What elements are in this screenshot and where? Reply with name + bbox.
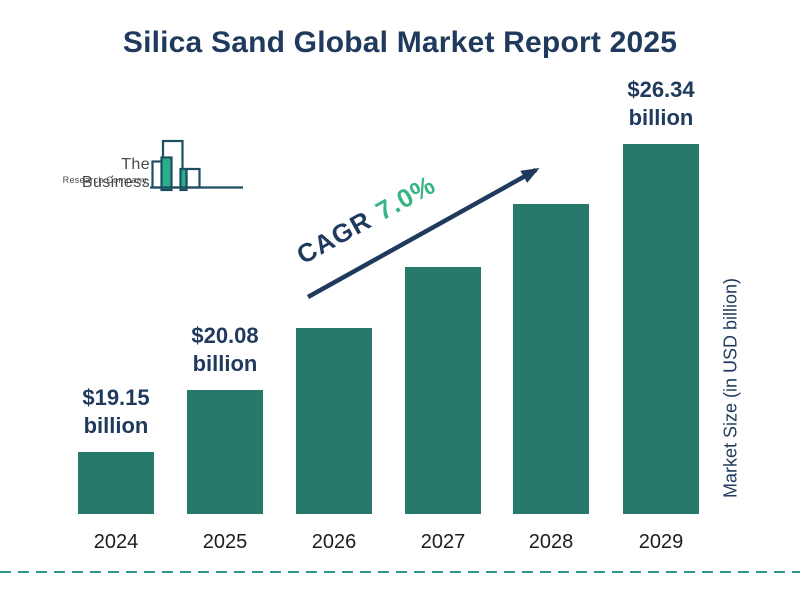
growth-arrow-icon xyxy=(306,168,540,299)
x-tick-2024: 2024 xyxy=(93,531,139,553)
bar-column-2025: $20.08 billion 2025 xyxy=(187,0,263,553)
bar-2029 xyxy=(623,144,699,514)
bar-2026 xyxy=(296,328,372,514)
bar-2025 xyxy=(187,390,263,514)
x-tick-2025: 2025 xyxy=(202,531,248,553)
bar-column-2027: 2027 xyxy=(405,0,481,553)
bar-value-label: $26.34 billion xyxy=(627,77,695,130)
y-axis-label: Market Size (in USD billion) xyxy=(720,277,741,499)
bar-chart-logo-icon xyxy=(150,139,243,192)
x-tick-2028: 2028 xyxy=(528,531,574,553)
bar-2028 xyxy=(513,204,589,514)
bar-column-2024: $19.15 billion 2024 xyxy=(78,0,154,553)
x-tick-2027: 2027 xyxy=(420,531,466,553)
x-tick-2029: 2029 xyxy=(638,531,684,553)
brand-subname: Research Company xyxy=(62,175,147,185)
brand-logo: The Business Research Company xyxy=(55,128,255,194)
bar-2024 xyxy=(78,452,154,514)
bar-column-2026: 2026 xyxy=(296,0,372,553)
brand-name: The Business xyxy=(81,156,150,191)
page-title: Silica Sand Global Market Report 2025 xyxy=(122,26,678,59)
x-tick-2026: 2026 xyxy=(311,531,357,553)
bottom-dashed-divider xyxy=(0,571,800,573)
bar-value-label: $19.15 billion xyxy=(82,385,150,438)
bar-column-2029: $26.34 billion 2029 xyxy=(623,0,699,553)
bar-column-2028: 2028 xyxy=(513,0,589,553)
bar-value-label: $20.08 billion xyxy=(191,323,259,376)
bar-2027 xyxy=(405,267,481,514)
